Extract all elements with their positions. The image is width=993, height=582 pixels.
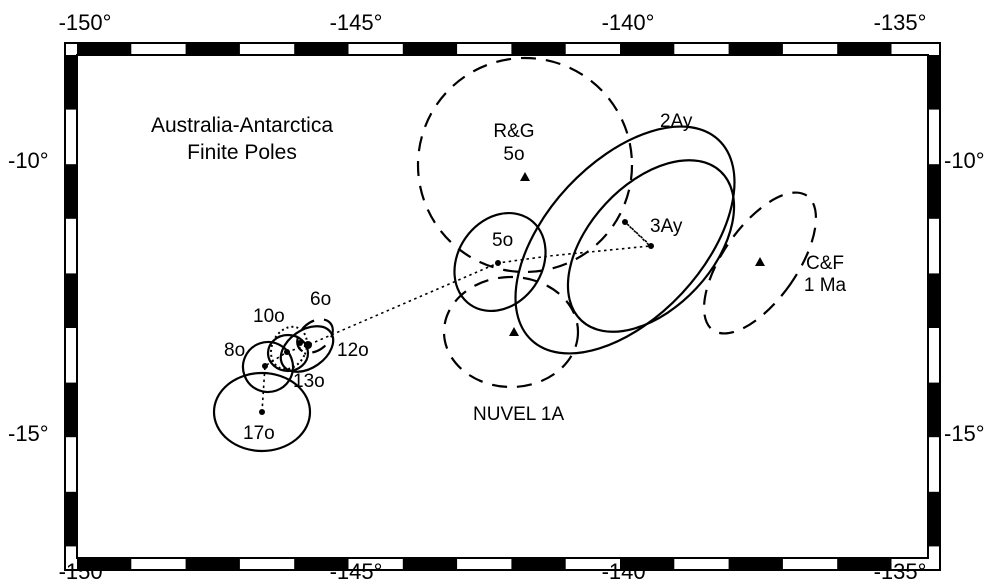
frame-bar-top <box>402 43 458 55</box>
label-17o: 17o <box>243 423 275 444</box>
triangle-cf-1ma-icon <box>755 257 765 266</box>
pole-dot-2Ay <box>622 219 628 225</box>
reference-pole-triangles <box>509 172 765 336</box>
ellipse-5o <box>453 211 547 313</box>
frame-bar-bottom <box>185 558 240 570</box>
ellipse-nuvel-1a <box>442 275 580 389</box>
frame-bar-right <box>928 273 940 328</box>
pole-dot-10o <box>297 340 303 346</box>
frame-bar-bottom <box>402 558 458 570</box>
ellipse-12o <box>279 325 335 373</box>
ellipse-3Ay <box>566 159 736 333</box>
lon-tick-top-150: -150° <box>59 10 112 35</box>
label-2Ay: 2Ay <box>660 111 693 132</box>
frame-bar-top <box>77 43 132 55</box>
lat-tick-right-15: -15° <box>944 421 985 446</box>
frame-bar-right <box>928 491 940 547</box>
frame-bar-right <box>928 382 940 438</box>
confidence-ellipses-dashed <box>296 56 818 389</box>
pole-dot-8o <box>262 363 268 369</box>
label-nuvel-1a: NUVEL 1A <box>473 404 564 425</box>
frame-bar-bottom <box>294 558 349 570</box>
lon-tick-bottom-140: -140° <box>602 559 655 582</box>
frame-bar-left <box>65 55 77 110</box>
frame-bar-bottom <box>837 558 892 570</box>
label-12o: 12o <box>337 340 369 361</box>
ellipse-cf-1ma <box>702 191 818 335</box>
frame-bar-left <box>65 382 77 438</box>
lat-tick-right-10: -10° <box>944 148 985 173</box>
label-6o: 6o <box>310 289 331 310</box>
frame-bar-bottom <box>620 558 675 570</box>
frame-bar-left <box>65 164 77 219</box>
ellipse-rg-5o <box>416 56 634 274</box>
ellipse-10o <box>270 325 308 371</box>
pole-dot-5o <box>495 260 501 266</box>
pole-dot-12o <box>304 341 312 349</box>
label-8o: 8o <box>224 340 245 361</box>
lon-tick-bottom-145: -145° <box>330 559 383 582</box>
lat-tick-left-15: -15° <box>8 421 49 446</box>
ellipse-2Ay <box>514 125 736 355</box>
label-5o: 5o <box>492 230 513 251</box>
pole-dot-17o <box>259 409 265 415</box>
lon-tick-top-140: -140° <box>602 10 655 35</box>
label-cf-1ma-line-2: 1 Ma <box>804 275 847 296</box>
frame-bar-top <box>837 43 892 55</box>
lon-tick-top-135: -135° <box>874 10 927 35</box>
frame-bar-left <box>65 491 77 547</box>
pole-dots <box>259 219 654 415</box>
map-title-line-2: Finite Poles <box>187 141 297 164</box>
label-10o: 10o <box>253 306 285 327</box>
ellipse-17o <box>212 371 312 453</box>
frame-bar-top <box>728 43 783 55</box>
pole-dot-3Ay <box>648 243 654 249</box>
label-rg-5o-line-1: R&G <box>493 121 534 142</box>
lon-tick-bottom-135: -135° <box>874 559 927 582</box>
confidence-ellipses-solid <box>212 125 736 453</box>
lat-tick-left-10: -10° <box>8 148 49 173</box>
frame-bar-bottom <box>77 558 132 570</box>
label-cf-1ma-line-1: C&F <box>806 253 844 274</box>
triangle-nuvel-1a-icon <box>509 327 519 336</box>
map-title-line-1: Australia-Antarctica <box>151 114 333 137</box>
ellipse-6o <box>296 318 334 354</box>
lon-tick-top-145: -145° <box>330 10 383 35</box>
frame-bar-top <box>185 43 240 55</box>
frame-bar-left <box>65 273 77 328</box>
frame-bar-right <box>928 55 940 110</box>
frame-graduation-bars <box>65 43 940 570</box>
frame-bar-top <box>620 43 675 55</box>
label-3Ay: 3Ay <box>650 216 683 237</box>
ellipse-8o <box>241 340 295 394</box>
label-rg-5o-line-2: 5o <box>503 144 524 165</box>
label-13o: 13o <box>293 371 325 392</box>
triangle-rg-5o-icon <box>520 172 530 181</box>
frame-bar-top <box>294 43 349 55</box>
frame-bar-right <box>928 164 940 219</box>
confidence-ellipses-dotted <box>270 325 308 371</box>
frame-bar-bottom <box>511 558 566 570</box>
pole-dot-13o <box>284 349 290 355</box>
frame-bar-top <box>511 43 566 55</box>
lon-tick-bottom-150: -150° <box>59 559 112 582</box>
frame-bar-bottom <box>728 558 783 570</box>
